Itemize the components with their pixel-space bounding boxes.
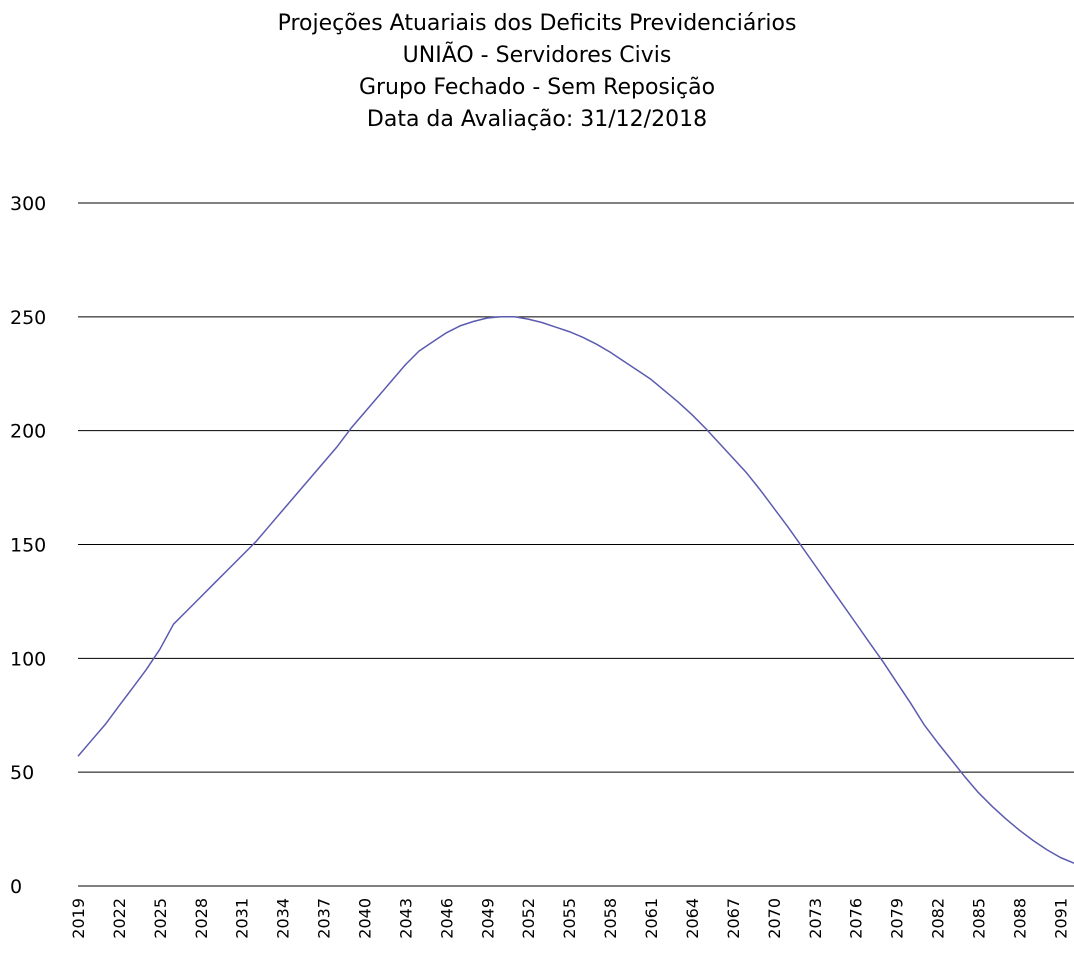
- x-axis-ticks: 2019 2022 2025 2028 2031 2034 2037 2040 2043 2046…: [69, 898, 1070, 939]
- x-tick-label: 2028: [192, 898, 211, 939]
- y-tick-label: 0: [10, 876, 22, 898]
- chart-title-line-2: UNIÃO - Servidores Civis: [402, 43, 672, 68]
- x-tick-label: 2070: [765, 898, 784, 939]
- x-tick-label: 2046: [437, 898, 456, 939]
- y-tick-label: 300: [10, 193, 46, 215]
- y-tick-label: 150: [10, 535, 46, 557]
- series-line-0: [77, 316, 1074, 864]
- y-tick-label: 250: [10, 307, 46, 329]
- x-tick-label: 2079: [888, 898, 907, 939]
- x-tick-label: 2034: [274, 898, 293, 939]
- x-tick-label: 2073: [806, 898, 825, 939]
- x-tick-label: 2064: [683, 898, 702, 939]
- y-tick-label: 50: [10, 762, 34, 784]
- x-tick-label: 2025: [151, 898, 170, 939]
- x-tick-label: 2085: [969, 898, 988, 939]
- x-tick-label: 2052: [519, 898, 538, 939]
- x-tick-label: 2082: [929, 898, 948, 939]
- x-tick-label: 2031: [233, 898, 252, 939]
- gridlines: [78, 202, 1074, 887]
- y-axis-ticks: 0 50 100 150 200 250 300: [10, 193, 46, 898]
- x-tick-label: 2049: [478, 898, 497, 939]
- x-tick-label: 2076: [847, 898, 866, 939]
- chart-title-line-3: Grupo Fechado - Sem Reposição: [358, 75, 716, 100]
- y-tick-label: 100: [10, 648, 46, 670]
- x-tick-label: 2091: [1051, 898, 1070, 939]
- x-tick-label: 2067: [724, 898, 743, 939]
- x-tick-label: 2037: [315, 898, 334, 939]
- x-tick-label: 2043: [396, 898, 415, 939]
- chart-title-line-4: Data da Avaliação: 31/12/2018: [366, 107, 708, 132]
- x-tick-label: 2019: [69, 898, 88, 939]
- x-tick-label: 2040: [356, 898, 375, 939]
- x-tick-label: 2058: [601, 898, 620, 939]
- x-tick-label: 2055: [560, 898, 579, 939]
- x-tick-label: 2088: [1010, 898, 1029, 939]
- y-tick-label: 200: [10, 421, 46, 443]
- chart-title: Projeções Atuariais dos Deficits Previde…: [0, 8, 1074, 136]
- chart-title-line-1: Projeções Atuariais dos Deficits Previde…: [277, 11, 797, 36]
- x-tick-label: 2061: [642, 898, 661, 939]
- x-tick-label: 2022: [110, 898, 129, 939]
- series-group: [77, 316, 1074, 864]
